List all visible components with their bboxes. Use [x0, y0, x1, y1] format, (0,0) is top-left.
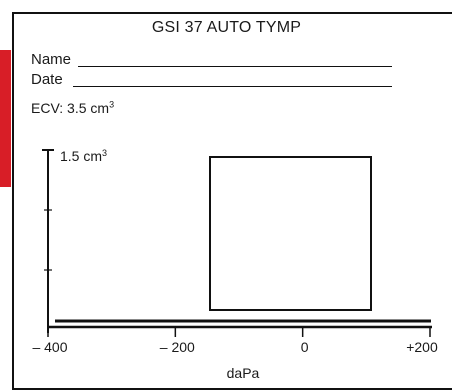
y-top-label: 1.5 cm3	[60, 148, 107, 164]
normal-region-box	[209, 156, 372, 311]
y-top-label-text: 1.5 cm	[60, 148, 102, 164]
date-field[interactable]	[73, 86, 392, 87]
x-tick-label-1: – 200	[160, 339, 195, 355]
x-ticks: – 400 – 200 0 +200	[32, 327, 438, 355]
date-label: Date	[31, 71, 63, 88]
x-tick-label-2: 0	[301, 339, 309, 355]
tympanogram-panel	[12, 12, 452, 390]
page-title: GSI 37 AUTO TYMP	[151, 19, 302, 36]
name-label: Name	[31, 51, 72, 68]
chart-axes	[42, 149, 432, 333]
ecv-label: ECV: 3.5 cm	[31, 100, 110, 116]
red-accent-tab	[0, 50, 11, 187]
x-axis-label: daPa	[227, 365, 260, 381]
ecv-unit-superscript: 3	[109, 99, 115, 110]
name-field[interactable]	[78, 66, 392, 67]
y-top-label-superscript: 3	[102, 148, 107, 158]
x-tick-label-0: – 400	[32, 339, 67, 355]
ecv-readout: ECV: 3.5 cm3	[31, 100, 114, 116]
x-tick-label-3: +200	[406, 339, 438, 355]
